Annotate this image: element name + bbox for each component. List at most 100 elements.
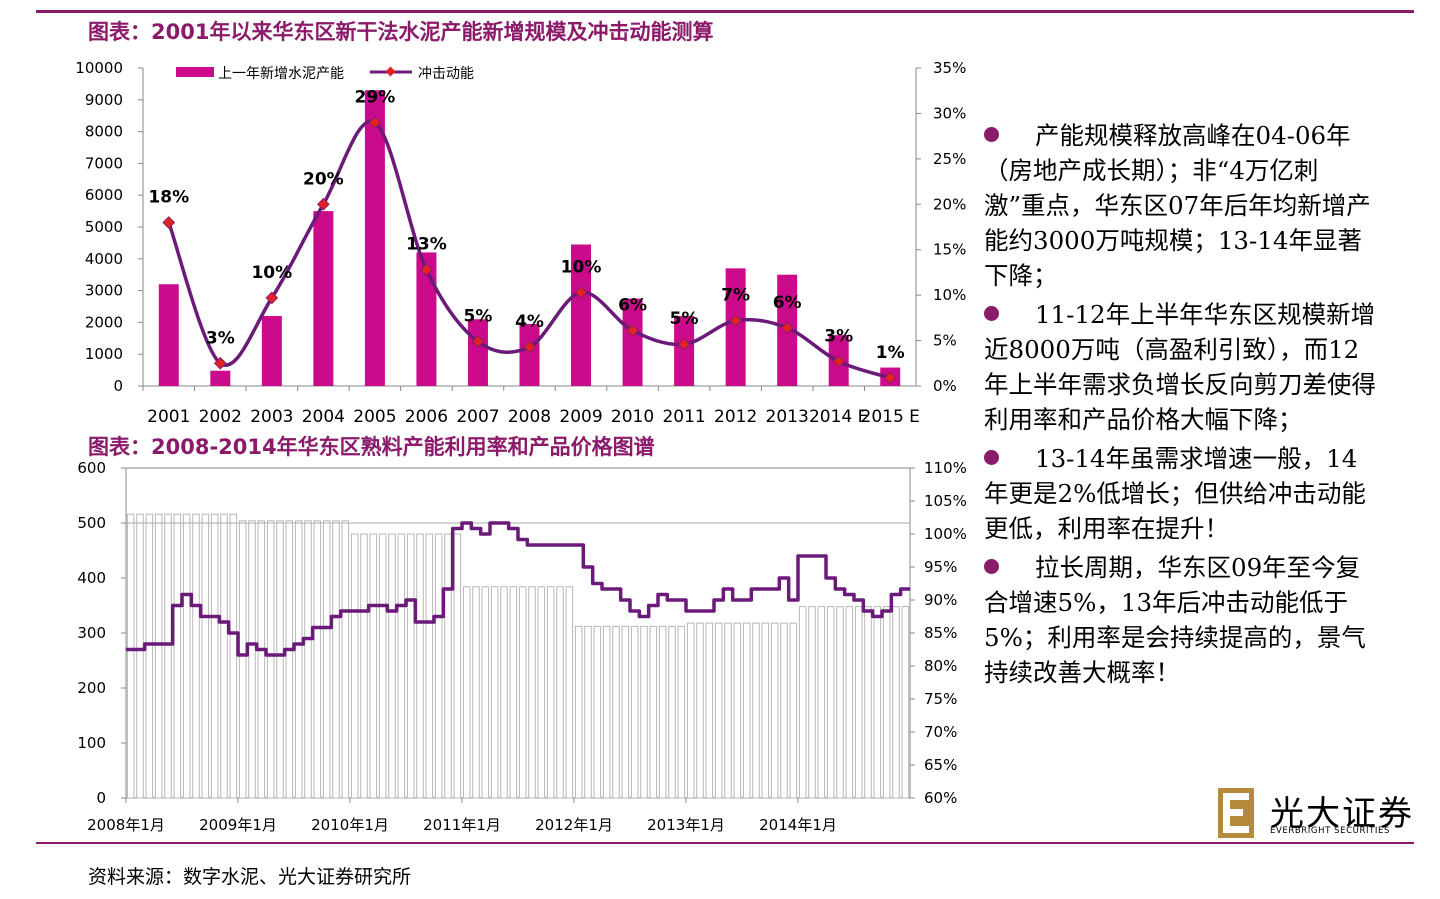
y-left-tick-label: 3000 bbox=[85, 282, 123, 300]
line-point bbox=[574, 286, 588, 299]
bar bbox=[360, 533, 368, 799]
bar bbox=[725, 268, 746, 386]
bar bbox=[248, 520, 256, 799]
bar bbox=[789, 622, 798, 799]
line-point bbox=[317, 197, 330, 211]
top-divider bbox=[36, 10, 1414, 13]
bar bbox=[668, 625, 676, 799]
data-label: 10% bbox=[251, 263, 292, 283]
source-note: 资料来源：数字水泥、光大证券研究所 bbox=[88, 866, 412, 888]
bar bbox=[145, 513, 154, 799]
x-tick-label: 2005 bbox=[353, 407, 396, 427]
bar bbox=[313, 211, 334, 386]
data-label: 5% bbox=[670, 309, 699, 329]
bar bbox=[462, 586, 471, 799]
bar bbox=[724, 622, 732, 799]
data-label: 6% bbox=[618, 296, 647, 316]
bar bbox=[602, 625, 611, 799]
y-left-tick-label: 7000 bbox=[85, 154, 123, 172]
bar bbox=[537, 586, 546, 799]
bar bbox=[519, 323, 540, 386]
x-tick-label: 2007 bbox=[456, 407, 499, 427]
bar bbox=[201, 513, 210, 799]
y-left-tick-label: 200 bbox=[77, 679, 106, 697]
bar bbox=[388, 533, 396, 799]
bar bbox=[752, 622, 760, 799]
x-tick-label: 2001 bbox=[147, 407, 190, 427]
line-point bbox=[420, 263, 433, 277]
bar bbox=[158, 284, 179, 386]
legend-bar-label: 上一年新增水泥产能 bbox=[218, 66, 344, 82]
y-right-tick-label: 60% bbox=[924, 789, 957, 807]
data-label: 10% bbox=[561, 257, 602, 277]
chart2-svg: 60% 65% 70% 75% 80% 85% 90% 95% 100% 105% 110% 0 100… bbox=[77, 459, 967, 834]
y-left-tick-label: 0 bbox=[113, 377, 123, 395]
everbright-e-icon bbox=[1218, 788, 1254, 838]
bar bbox=[733, 622, 742, 799]
line-point bbox=[162, 216, 176, 229]
chart1-title: 图表：2001年以来华东区新干法水泥产能新增规模及冲击动能测算 bbox=[88, 20, 714, 44]
y-right-tick-label: 100% bbox=[924, 525, 967, 543]
x-tick-label: 2013年1月 bbox=[647, 816, 725, 834]
y-left-tick-label: 6000 bbox=[85, 186, 123, 204]
bar bbox=[584, 625, 592, 799]
bar bbox=[677, 625, 686, 799]
y-right-tick-label: 65% bbox=[924, 756, 957, 774]
line-point bbox=[780, 321, 794, 335]
logo-en-text: EVERBRIGHT SECURITIES bbox=[1270, 826, 1390, 836]
y-right-tick-label: 25% bbox=[933, 150, 966, 168]
bar bbox=[674, 316, 695, 386]
bar bbox=[261, 316, 282, 386]
x-tick-label: 2014 E bbox=[809, 407, 868, 427]
bar bbox=[500, 586, 508, 799]
bar bbox=[854, 606, 863, 799]
y-right-tick-label: 80% bbox=[924, 657, 957, 675]
y-left-tick-label: 400 bbox=[77, 569, 106, 587]
bottom-divider bbox=[36, 842, 1414, 844]
line-point bbox=[471, 335, 485, 348]
y-right-tick-label: 5% bbox=[933, 332, 957, 350]
bar bbox=[444, 533, 452, 799]
data-label: 29% bbox=[355, 88, 396, 108]
data-label: 4% bbox=[515, 312, 544, 332]
x-tick-label: 2009年1月 bbox=[199, 816, 277, 834]
y-left-tick-label: 600 bbox=[77, 459, 106, 477]
y-right-tick-label: 85% bbox=[924, 624, 957, 642]
y-left-tick-label: 5000 bbox=[85, 218, 123, 236]
y-left-tick-label: 10000 bbox=[75, 59, 123, 77]
bar bbox=[406, 533, 415, 799]
y-right-tick-label: 105% bbox=[924, 492, 967, 510]
x-tick-label: 2014年1月 bbox=[759, 816, 837, 834]
bar bbox=[761, 622, 770, 799]
bar bbox=[350, 533, 359, 799]
bar bbox=[229, 513, 238, 799]
y-right-tick-label: 10% bbox=[933, 286, 966, 304]
x-tick-label: 2009 bbox=[559, 407, 602, 427]
bullet-item: 产能规模释放高峰在04-06年（房地产成长期）；非“4万亿刺激”重点，华东区07… bbox=[984, 121, 1371, 290]
bullet-item: 13-14年虽需求增速一般，14年更是2%低增长；但供给冲击动能更低，利用率在提… bbox=[984, 444, 1366, 543]
bar bbox=[864, 606, 872, 799]
line-point bbox=[626, 324, 639, 337]
bar bbox=[826, 606, 835, 799]
data-label: 3% bbox=[206, 328, 235, 348]
bar bbox=[425, 533, 434, 799]
data-label: 5% bbox=[464, 306, 493, 326]
y-right-tick-label: 30% bbox=[933, 104, 966, 122]
bar bbox=[397, 533, 406, 799]
legend-bar-swatch bbox=[176, 67, 214, 77]
bar bbox=[873, 606, 882, 799]
x-tick-label: 2006 bbox=[405, 407, 448, 427]
y-left-tick-label: 500 bbox=[77, 514, 106, 532]
data-label: 13% bbox=[406, 235, 447, 255]
bar bbox=[658, 625, 667, 799]
bullet-list: 产能规模释放高峰在04-06年（房地产成长期）；非“4万亿刺激”重点，华东区07… bbox=[984, 118, 1376, 694]
bar bbox=[612, 625, 620, 799]
y-left-tick-label: 9000 bbox=[85, 91, 123, 109]
data-label: 7% bbox=[721, 286, 750, 306]
line-point bbox=[883, 371, 897, 385]
bar bbox=[882, 606, 891, 799]
data-label: 1% bbox=[876, 343, 905, 363]
bullet-dot-icon bbox=[984, 127, 999, 142]
line-point bbox=[523, 340, 536, 354]
bar bbox=[192, 513, 200, 799]
